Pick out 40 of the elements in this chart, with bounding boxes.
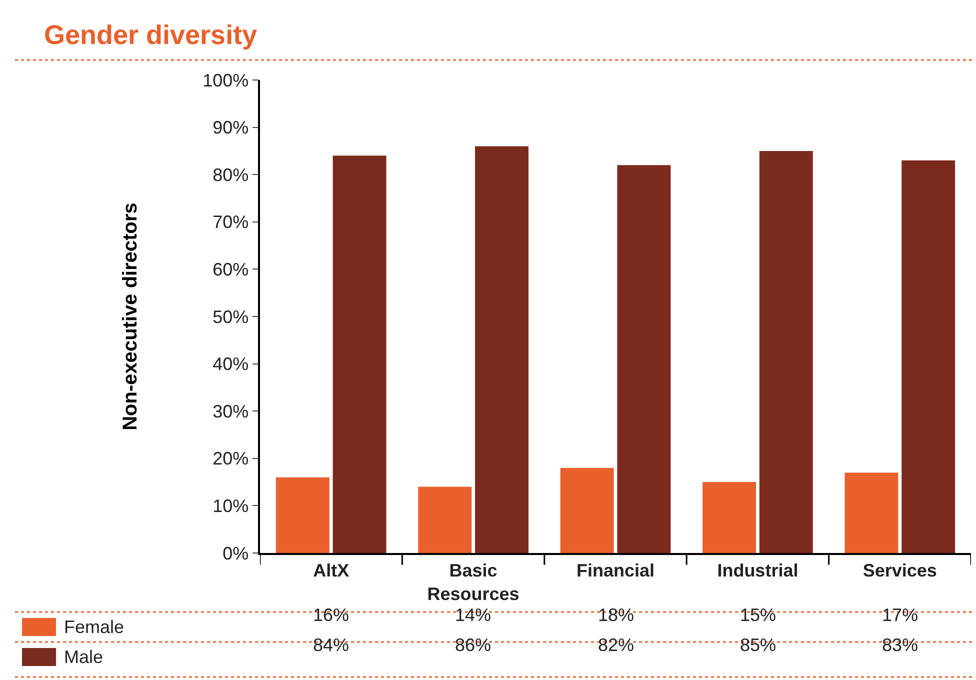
x-tick-label: Industrial	[717, 560, 798, 580]
bar	[902, 160, 956, 553]
legend-label: Female	[64, 617, 124, 637]
data-label: 15%	[740, 605, 776, 625]
data-label: 16%	[313, 605, 350, 625]
bar	[560, 468, 614, 553]
data-label: 82%	[598, 635, 634, 655]
x-tick-label: Services	[862, 560, 937, 580]
x-tick-label: AltX	[313, 560, 350, 580]
data-label: 83%	[882, 635, 918, 655]
bar	[702, 482, 756, 553]
x-tick-label: Financial	[576, 560, 655, 580]
y-tick-label: 40%	[212, 354, 249, 374]
y-tick-label: 0%	[222, 543, 249, 564]
chart-title: Gender diversity	[44, 20, 258, 50]
x-tick-label: Basic Resources	[427, 560, 520, 604]
y-tick-label: 60%	[212, 260, 249, 280]
y-tick-label: 30%	[212, 401, 249, 422]
data-label: 84%	[313, 635, 350, 655]
data-label: 17%	[882, 605, 918, 625]
bar	[759, 150, 813, 553]
data-label: 86%	[455, 635, 492, 655]
data-label: 14%	[455, 605, 492, 625]
bar	[475, 146, 528, 553]
bar	[332, 156, 386, 553]
y-tick-label: 50%	[212, 306, 249, 327]
data-label: 18%	[598, 605, 634, 625]
bar	[418, 486, 472, 553]
y-tick-label: 70%	[212, 212, 249, 232]
bar	[617, 165, 671, 553]
data-label: 85%	[740, 635, 776, 655]
y-tick-label: 80%	[212, 164, 249, 185]
y-tick-label: 10%	[212, 496, 249, 516]
legend-label: Male	[64, 647, 104, 667]
bar	[276, 477, 330, 553]
y-tick-label: 90%	[212, 118, 249, 138]
y-axis-title: Non-executive directors	[120, 202, 142, 430]
bar	[844, 472, 898, 553]
y-tick-label: 100%	[202, 70, 249, 90]
y-tick-label: 20%	[212, 448, 249, 469]
